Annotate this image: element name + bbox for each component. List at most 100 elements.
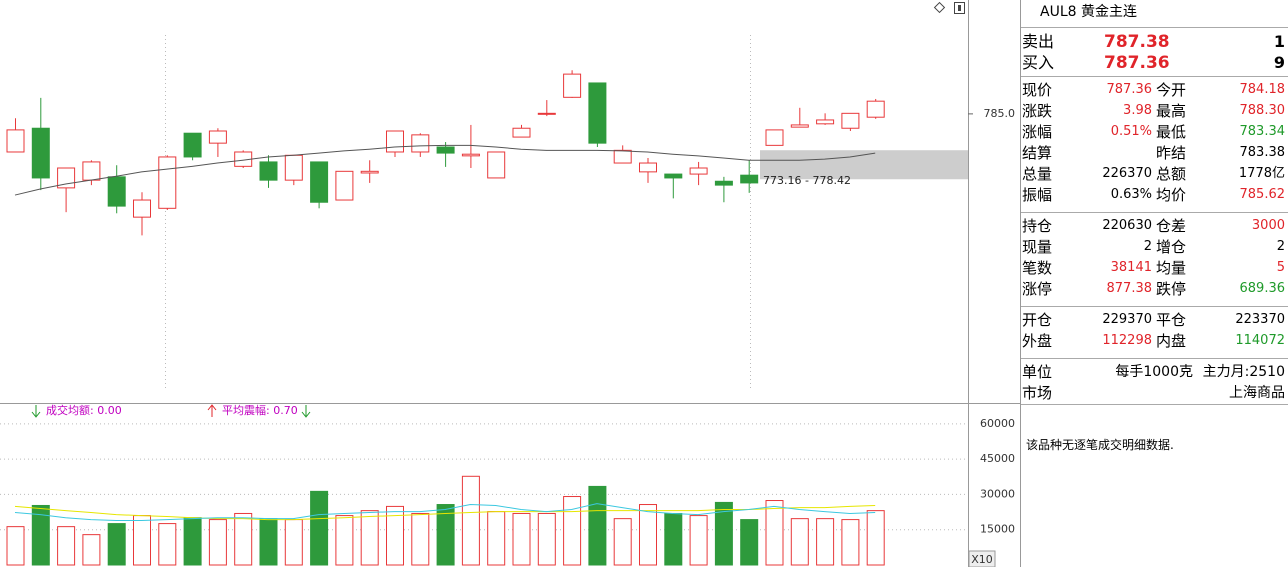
volume-bar [183,517,202,566]
candle-body [386,130,404,153]
field-label: 仓差 [1156,217,1187,235]
field-value: 783.34 [1239,124,1286,139]
icon-window-inner [958,5,961,11]
bid-ask-label: 买入 [1022,53,1055,72]
volume-bar [234,512,253,566]
volume-bar [714,501,733,566]
volume-bar [360,510,379,566]
candle-body [310,161,329,203]
volume-bar [386,505,404,566]
volume-bar [613,518,632,566]
volume-bar [436,504,455,566]
field-value: 2 [1276,239,1285,254]
field-value: 5 [1276,260,1285,275]
candle-body [487,151,506,179]
volume-bar [335,515,354,566]
volume-bar [740,519,759,566]
candle-body [537,112,556,115]
moving-average [14,144,876,196]
info-value: 上海商品 [1229,385,1285,401]
volume-bar [866,510,885,566]
field-value: 38141 [1110,260,1152,275]
candle-body [689,167,708,175]
volume-bar [6,526,25,566]
volume-bar [133,515,151,566]
candle-body [563,73,582,98]
separator [1021,404,1288,405]
candle-body [664,173,683,179]
candle-body [133,199,151,218]
field-value: 1778亿 [1238,166,1285,181]
separator [1021,27,1288,28]
candle-body [6,129,25,153]
candle-body [816,119,835,125]
field-value: 784.18 [1239,82,1286,97]
field-label: 笔数 [1022,259,1053,277]
field-value: 112298 [1102,333,1152,348]
field-value: 3.98 [1123,103,1152,118]
separator [1021,212,1288,213]
candle-body [208,130,227,144]
field-label: 结算 [1022,144,1053,162]
field-label: 持仓 [1022,217,1053,235]
volume-bar [841,519,860,566]
y-tick-label: 45000 [980,452,1015,465]
y-tick-label: 30000 [980,487,1015,500]
icon-diamond[interactable] [933,1,946,14]
zone-label: 773.16 - 778.42 [763,174,851,187]
field-value: 877.38 [1106,281,1153,296]
field-label: 今开 [1156,81,1187,99]
candle-body [841,112,860,129]
field-label: 总额 [1156,165,1187,183]
candle-body [588,82,607,144]
field-label: 平仓 [1156,311,1187,329]
volume-bar [411,512,430,566]
y-tick-label: 785.0 [984,107,1016,120]
field-value: 0.63% [1110,187,1152,202]
volume-average [14,503,876,522]
candle-body [461,153,480,157]
volume-bar [537,512,556,566]
candle-body [158,156,177,209]
candle-body [714,180,733,186]
candle-body [107,176,126,207]
legend-text: 成交均额: 0.00 [46,403,122,417]
field-label: 增仓 [1156,238,1187,256]
candle-body [512,127,531,138]
volume-bar [310,490,329,566]
volume-average [14,504,876,521]
bid-ask-label: 卖出 [1022,32,1055,51]
candle-body [790,124,809,128]
scale-badge [968,550,996,567]
icon-window[interactable] [954,2,965,14]
panel-note: 该品种无逐笔成交明细数据. [1026,438,1174,452]
volume-bar [689,515,708,566]
volume-bar [82,534,101,566]
field-label: 外盘 [1022,332,1053,350]
volume-bar [563,496,582,566]
field-label: 振幅 [1022,186,1053,204]
volume-bar [512,512,531,566]
field-label: 跌停 [1156,280,1187,298]
separator [1021,358,1288,359]
volume-bar [461,475,480,566]
field-label: 内盘 [1156,332,1187,350]
panel-border [1020,0,1021,567]
volume-bar [765,500,784,566]
field-value: 788.30 [1239,103,1286,118]
field-label: 现量 [1022,238,1053,256]
field-value: 3000 [1251,218,1285,233]
chart-area: 成交均额: 0.00 平均震幅: 0.70 X10 785.0 773.16 - … [0,0,1020,567]
field-label: 总量 [1022,165,1053,183]
arrow-down [301,405,311,418]
info-value: 主力月:2510 [1202,364,1285,380]
panel-title: AUL8 黄金主连 [1040,4,1137,20]
separator [1021,76,1288,77]
bid-ask-qty: 9 [1273,53,1285,72]
info-value: 每手1000克 [1115,364,1193,380]
volume-bar [284,519,303,566]
field-value: 226370 [1102,166,1152,181]
candle-body [411,134,430,153]
arrow-down [31,405,41,418]
